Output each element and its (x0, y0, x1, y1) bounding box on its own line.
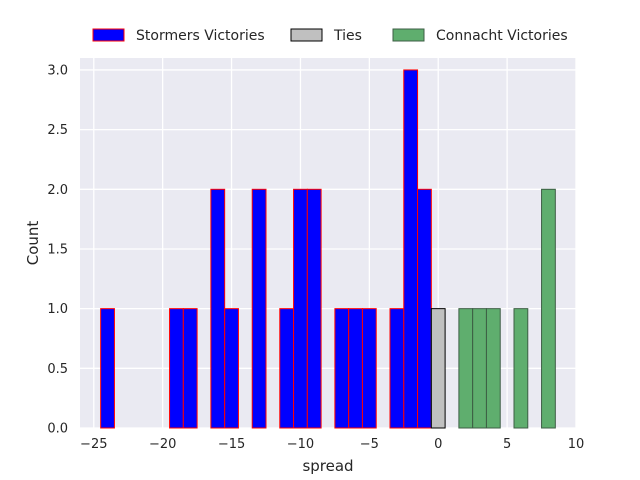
x-tick-label: −5 (360, 437, 379, 452)
bar (224, 308, 239, 429)
legend-label: Stormers Victories (136, 28, 265, 44)
x-tick-label: −10 (287, 437, 314, 452)
legend-swatch (92, 28, 125, 42)
legend: Stormers Victories Ties Connacht Victories (92, 28, 568, 44)
bar (334, 308, 350, 429)
legend-swatch (392, 28, 425, 42)
y-tick-label: 1.5 (47, 242, 68, 257)
legend-swatch (290, 28, 323, 42)
bar (293, 188, 308, 429)
legend-item: Connacht Victories (392, 28, 568, 44)
bar (306, 188, 322, 429)
bar (403, 69, 419, 429)
bar (472, 308, 487, 429)
y-tick-label: 2.5 (47, 123, 68, 138)
bar (182, 308, 198, 429)
grid (80, 58, 577, 429)
y-axis-ticks: 0.0 0.5 1.0 1.5 2.0 2.5 3.0 (47, 63, 68, 436)
bar (541, 188, 556, 429)
x-tick-label: −25 (80, 437, 107, 452)
bar (389, 308, 405, 429)
x-axis-label: spread (302, 457, 353, 475)
bar (458, 308, 474, 429)
y-axis-label: Count (24, 221, 42, 266)
bar (417, 188, 432, 429)
bar (279, 308, 295, 429)
bar (100, 308, 115, 429)
legend-label: Connacht Victories (436, 28, 568, 44)
x-tick-label: 10 (568, 437, 585, 452)
y-tick-label: 3.0 (47, 63, 68, 78)
plot-area (80, 58, 576, 428)
bar (169, 308, 184, 429)
bar (251, 188, 267, 429)
legend-item: Stormers Victories (92, 28, 265, 44)
y-tick-label: 1.0 (47, 302, 68, 317)
legend-item: Ties (290, 28, 362, 44)
x-axis-ticks: −25 −20 −15 −10 −5 0 5 10 (80, 437, 584, 452)
x-tick-label: −20 (149, 437, 176, 452)
x-tick-label: 5 (503, 437, 511, 452)
bar (485, 308, 501, 429)
y-tick-label: 0.0 (47, 422, 68, 437)
bar (361, 308, 377, 429)
x-tick-label: −15 (218, 437, 245, 452)
bar (430, 308, 446, 429)
legend-label: Ties (333, 28, 362, 44)
bars (100, 69, 556, 429)
bar (513, 308, 529, 429)
y-tick-label: 2.0 (47, 183, 68, 198)
bar (348, 308, 363, 429)
y-tick-label: 0.5 (47, 362, 68, 377)
x-tick-label: 0 (434, 437, 442, 452)
bar (210, 188, 226, 429)
